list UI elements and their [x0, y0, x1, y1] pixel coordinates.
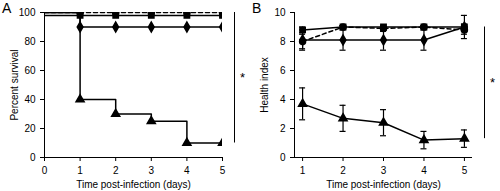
svg-text:2: 2 [280, 123, 286, 134]
svg-text:2: 2 [340, 165, 346, 176]
svg-text:80: 80 [24, 36, 36, 47]
svg-text:3: 3 [149, 165, 155, 176]
svg-text:4: 4 [421, 165, 427, 176]
svg-text:6: 6 [280, 65, 286, 76]
svg-text:Time post-infection (days): Time post-infection (days) [76, 179, 191, 190]
svg-text:Health index: Health index [259, 57, 270, 113]
svg-text:1: 1 [300, 165, 306, 176]
svg-text:10: 10 [274, 7, 286, 18]
svg-text:0: 0 [280, 152, 286, 163]
svg-text:100: 100 [19, 7, 36, 18]
svg-text:5: 5 [220, 165, 226, 176]
svg-text:0: 0 [42, 165, 48, 176]
svg-text:5: 5 [462, 165, 468, 176]
svg-text:*: * [490, 75, 495, 90]
html-text:B: B [252, 0, 262, 16]
svg-text:2: 2 [113, 165, 119, 176]
svg-text:40: 40 [24, 94, 36, 105]
svg-text:*: * [240, 70, 245, 85]
html-text:A: A [2, 0, 12, 16]
svg-text:0: 0 [30, 152, 36, 163]
svg-text:Percent survival: Percent survival [9, 49, 20, 120]
svg-text:4: 4 [280, 94, 286, 105]
svg-text:Time post-infection (days): Time post-infection (days) [326, 179, 441, 190]
svg-text:1: 1 [77, 165, 83, 176]
svg-text:3: 3 [381, 165, 387, 176]
svg-text:8: 8 [280, 36, 286, 47]
svg-text:4: 4 [184, 165, 190, 176]
svg-text:20: 20 [24, 123, 36, 134]
svg-text:60: 60 [24, 65, 36, 76]
